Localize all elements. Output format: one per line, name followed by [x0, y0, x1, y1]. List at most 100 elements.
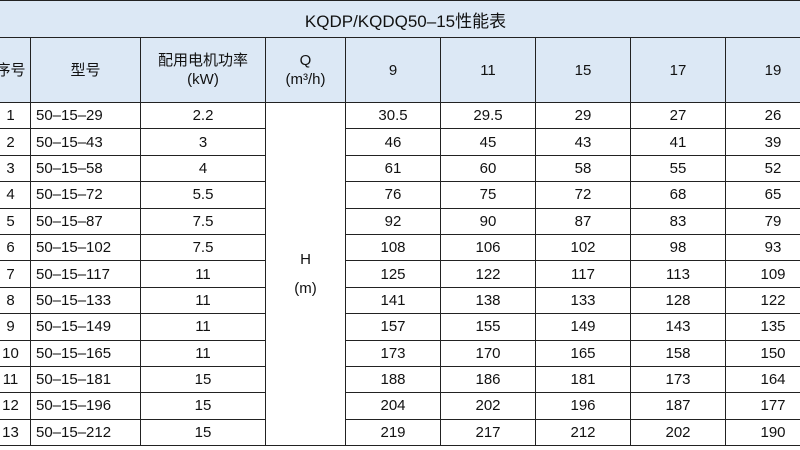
- cell-head: 219: [345, 418, 441, 447]
- table-row: 4 50–15–72 5.5 76 75 72 68 65: [0, 181, 800, 209]
- cell-head: 202: [440, 392, 536, 420]
- cell-model: 50–15–102: [30, 233, 141, 262]
- table-row: 11 50–15–181 15 188 186 181 173 164: [0, 365, 800, 394]
- table-row: 12 50–15–196 15 204 202 196 187 177: [0, 392, 800, 420]
- cell-model: 50–15–165: [30, 339, 141, 367]
- cell-no: 12: [0, 392, 31, 420]
- cell-model: 50–15–181: [30, 365, 141, 394]
- cell-power: 2.2: [140, 101, 266, 130]
- table-row: 9 50–15–149 11 157 155 149 143 135: [0, 313, 800, 341]
- cell-head: 117: [535, 260, 631, 288]
- cell-head: 27: [630, 101, 726, 130]
- cell-power: 4: [140, 154, 266, 183]
- cell-head: 122: [440, 260, 536, 288]
- cell-head: 29: [535, 101, 631, 130]
- head-unit: (m): [294, 280, 317, 298]
- cell-no: 1: [0, 101, 31, 130]
- cell-head: 150: [724, 339, 800, 367]
- cell-head: 79: [724, 207, 800, 235]
- table-title: KQDP/KQDQ50–15性能表: [0, 0, 800, 38]
- table-row: 1 50–15–29 2.2 H (m) 30.5 29.5 29 27 26: [0, 101, 800, 447]
- cell-power: 3: [140, 128, 266, 156]
- cell-head: 98: [630, 233, 726, 262]
- cell-head: 72: [535, 181, 631, 209]
- cell-head: 196: [535, 392, 631, 420]
- cell-power: 7.5: [140, 207, 266, 235]
- cell-no: 2: [0, 128, 31, 156]
- cell-head: 26: [724, 101, 800, 130]
- cell-head: 125: [345, 260, 441, 288]
- cell-model: 50–15–196: [30, 392, 141, 420]
- cell-head: 164: [724, 365, 800, 394]
- cell-head: 108: [345, 233, 441, 262]
- cell-head: 52: [724, 154, 800, 183]
- cell-power: 7.5: [140, 233, 266, 262]
- cell-head: 135: [724, 313, 800, 341]
- header-unit: (m³/h): [285, 71, 326, 88]
- cell-head: 93: [724, 233, 800, 262]
- head-label: H: [300, 251, 311, 269]
- cell-power: 15: [140, 392, 266, 420]
- cell-head: 113: [630, 260, 726, 288]
- table-row: 2 50–15–43 3 46 45 43 41 39: [0, 128, 800, 156]
- cell-head: 177: [724, 392, 800, 420]
- cell-head: 92: [345, 207, 441, 235]
- cell-power: 11: [140, 260, 266, 288]
- cell-model: 50–15–133: [30, 286, 141, 315]
- cell-no: 6: [0, 233, 31, 262]
- cell-head: 141: [345, 286, 441, 315]
- cell-head: 190: [724, 418, 800, 447]
- cell-head: 65: [724, 181, 800, 209]
- cell-head: 102: [535, 233, 631, 262]
- cell-head: 173: [630, 365, 726, 394]
- cell-head: 204: [345, 392, 441, 420]
- cell-model: 50–15–117: [30, 260, 141, 288]
- cell-head: 158: [630, 339, 726, 367]
- cell-head: 170: [440, 339, 536, 367]
- header-text: 配用电机功率: [157, 52, 248, 69]
- cell-head: 143: [630, 313, 726, 341]
- cell-head: 122: [724, 286, 800, 315]
- cell-head: 46: [345, 128, 441, 156]
- table-row: 13 50–15–212 15 219 217 212 202 190: [0, 418, 800, 447]
- cell-no: 11: [0, 365, 31, 394]
- cell-head: 133: [535, 286, 631, 315]
- cell-head: 41: [630, 128, 726, 156]
- cell-model: 50–15–212: [30, 418, 141, 447]
- cell-head: 60: [440, 154, 536, 183]
- cell-head: 128: [630, 286, 726, 315]
- cell-head: 173: [345, 339, 441, 367]
- header-unit: (kW): [187, 71, 219, 88]
- cell-no: 5: [0, 207, 31, 235]
- header-cell: 11: [440, 37, 536, 103]
- cell-head: 58: [535, 154, 631, 183]
- cell-head: 68: [630, 181, 726, 209]
- cell-head: 61: [345, 154, 441, 183]
- header-cell: 配用电机功率 (kW): [140, 37, 266, 103]
- cell-head: 109: [724, 260, 800, 288]
- cell-head: 138: [440, 286, 536, 315]
- cell-power: 15: [140, 365, 266, 394]
- cell-model: 50–15–43: [30, 128, 141, 156]
- header-cell: Q (m³/h): [265, 37, 346, 103]
- cell-head: 149: [535, 313, 631, 341]
- cell-head: 75: [440, 181, 536, 209]
- cell-head: 45: [440, 128, 536, 156]
- cell-head: 212: [535, 418, 631, 447]
- cell-head: 30.5: [345, 101, 441, 130]
- header-cell: 9: [345, 37, 441, 103]
- cell-head: 90: [440, 207, 536, 235]
- cell-power: 11: [140, 313, 266, 341]
- table-row: 10 50–15–165 11 173 170 165 158 150: [0, 339, 800, 367]
- cell-no: 3: [0, 154, 31, 183]
- cell-head: 87: [535, 207, 631, 235]
- cell-model: 50–15–58: [30, 154, 141, 183]
- cell-power: 15: [140, 418, 266, 447]
- cell-head: 187: [630, 392, 726, 420]
- cell-head: 39: [724, 128, 800, 156]
- header-cell: 17: [630, 37, 726, 103]
- cell-power: 11: [140, 339, 266, 367]
- cell-no: 4: [0, 181, 31, 209]
- table-row: 7 50–15–117 11 125 122 117 113 109: [0, 260, 800, 288]
